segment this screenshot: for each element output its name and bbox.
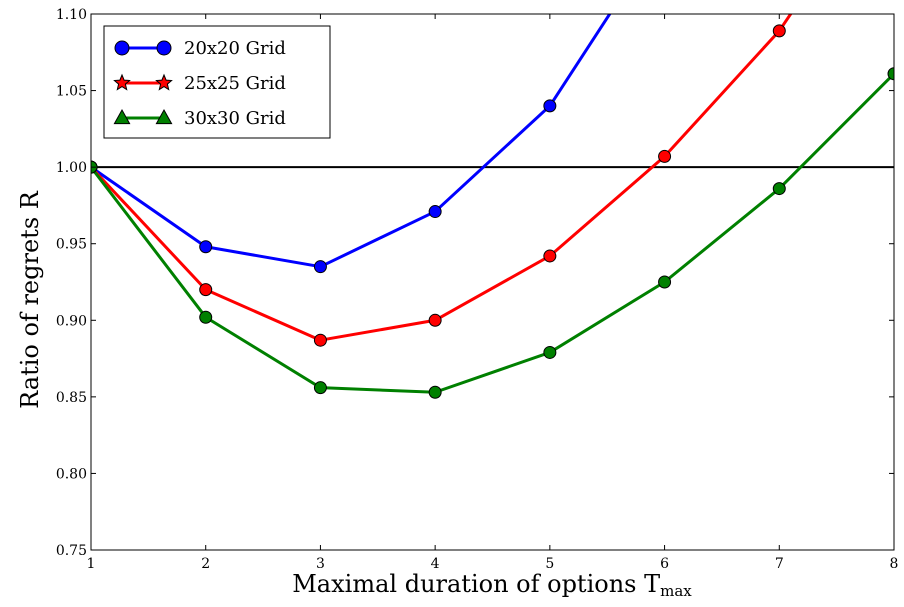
data-point	[887, 67, 894, 81]
legend-label: 30x30 Grid	[184, 108, 286, 129]
data-point	[658, 275, 672, 289]
y-tick-label: 0.90	[56, 313, 87, 329]
x-axis-label-subscript: max	[660, 582, 692, 600]
legend-marker	[156, 40, 172, 56]
legend-marker	[113, 73, 131, 91]
y-tick-label: 0.80	[56, 466, 87, 482]
y-tick-label: 0.85	[56, 390, 87, 406]
data-point	[543, 345, 557, 359]
x-tick-label: 4	[431, 556, 440, 572]
y-tick-label: 0.95	[56, 237, 87, 253]
data-point	[772, 182, 786, 196]
legend: 20x20 Grid 25x25 Grid 30x30 Grid	[103, 25, 331, 139]
data-point	[199, 310, 213, 324]
series-line	[91, 72, 894, 394]
series-line	[91, 14, 793, 342]
data-point	[772, 24, 786, 38]
x-tick-label: 3	[316, 556, 325, 572]
x-tick-label: 7	[775, 556, 784, 572]
data-point	[428, 313, 442, 327]
data-point	[313, 333, 327, 347]
x-axis-label-text: Maximal duration of options T	[292, 570, 660, 598]
x-tick-label: 2	[201, 556, 210, 572]
legend-marker	[155, 108, 173, 125]
x-tick-label: 8	[890, 556, 899, 572]
legend-item: 20x20 Grid	[114, 38, 286, 59]
series-line	[91, 14, 612, 269]
plot-frame	[90, 13, 895, 551]
legend-label: 20x20 Grid	[184, 38, 286, 59]
x-tick-label: 1	[87, 556, 96, 572]
data-point	[199, 283, 213, 297]
legend-marker	[114, 40, 130, 56]
x-tick-label: 6	[660, 556, 669, 572]
y-tick-label: 1.00	[56, 160, 87, 176]
data-point	[543, 99, 557, 113]
legend-label: 25x25 Grid	[184, 73, 286, 94]
axis-ticks: 1 2 3 4 5 6 7 8 0.75 0.80 0.85 0.90 0.95 1.00 1.05 1.10	[56, 7, 899, 572]
series-layer	[91, 14, 894, 399]
data-point	[428, 385, 442, 399]
legend-item: 30x30 Grid	[113, 108, 286, 129]
data-point	[658, 149, 672, 163]
y-axis-label: Ratio of regrets R	[16, 190, 44, 409]
series-2	[91, 14, 793, 347]
data-point	[428, 205, 442, 219]
data-point	[543, 249, 557, 263]
data-point	[313, 260, 327, 274]
data-point	[199, 240, 213, 254]
legend-marker	[155, 73, 173, 91]
legend-item: 25x25 Grid	[113, 73, 286, 94]
x-tick-label: 5	[545, 556, 554, 572]
y-tick-label: 1.10	[56, 7, 87, 23]
data-point	[313, 381, 327, 395]
y-tick-label: 0.75	[56, 543, 87, 559]
legend-marker	[113, 108, 131, 125]
x-axis-label: Maximal duration of options Tmax	[292, 570, 692, 600]
y-tick-label: 1.05	[56, 84, 87, 100]
